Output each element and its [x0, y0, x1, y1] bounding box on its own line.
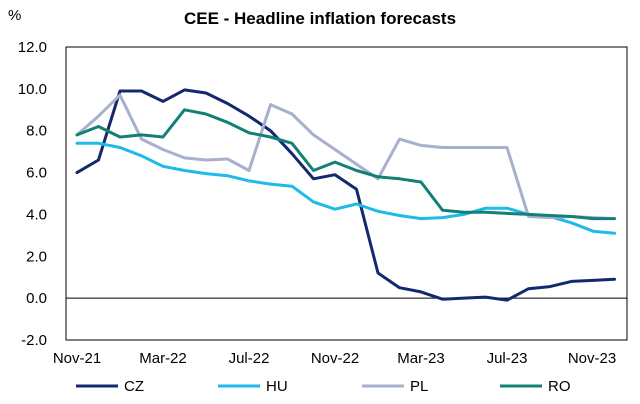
x-tick-label: Nov-23	[568, 350, 616, 367]
y-tick-label: 8.0	[26, 123, 47, 140]
y-axis: 12.0 10.0 8.0 6.0 4.0 2.0 0.0 -2.0	[18, 39, 47, 349]
y-tick-label: 4.0	[26, 206, 47, 223]
plot-area	[65, 46, 628, 341]
x-axis: Nov-21 Mar-22 Jul-22 Nov-22 Mar-23 Jul-23 Nov-…	[53, 350, 616, 367]
chart-title: CEE - Headline inflation forecasts	[184, 9, 456, 28]
x-tick-label: Mar-23	[397, 350, 445, 367]
y-tick-label: 10.0	[18, 81, 47, 98]
y-axis-unit: %	[8, 7, 21, 24]
legend-label-pl: PL	[410, 378, 428, 395]
series-group	[75, 88, 616, 302]
legend-label-cz: CZ	[124, 378, 144, 395]
series-line-pl	[75, 93, 616, 221]
x-tick-label: Nov-22	[311, 350, 359, 367]
legend-label-ro: RO	[548, 378, 571, 395]
x-tick-label: Jul-22	[229, 350, 270, 367]
y-tick-label: 12.0	[18, 39, 47, 56]
y-tick-label: 2.0	[26, 248, 47, 265]
legend-label-hu: HU	[266, 378, 288, 395]
y-tick-label: 6.0	[26, 165, 47, 182]
x-tick-label: Jul-23	[487, 350, 528, 367]
plot-frame	[65, 46, 628, 341]
series-line-cz	[75, 88, 616, 302]
y-tick-label: 0.0	[26, 290, 47, 307]
legend: CZ HU PL RO	[76, 378, 571, 395]
x-tick-label: Nov-21	[53, 350, 101, 367]
x-tick-label: Mar-22	[139, 350, 187, 367]
y-tick-label: -2.0	[21, 332, 47, 349]
series-line-ro	[75, 108, 616, 221]
